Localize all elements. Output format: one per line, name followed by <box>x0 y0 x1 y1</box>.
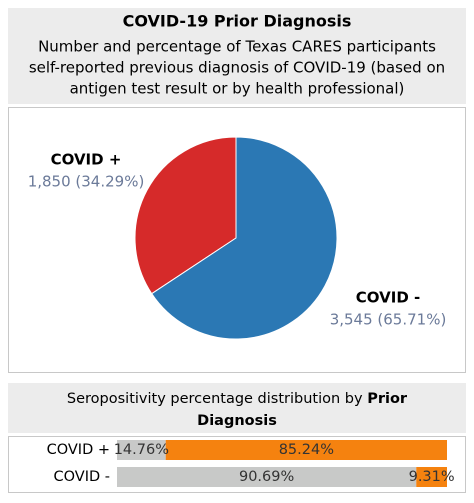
bar-segment <box>117 467 417 487</box>
slice-value-label: 3,545 (65.71%) <box>330 311 447 329</box>
bar-title-bold: Diagnosis <box>197 413 277 429</box>
bar-value-label: 85.24% <box>279 442 334 458</box>
bar-value-label: 90.69% <box>239 469 294 485</box>
y-tick-label: COVID + <box>47 442 110 458</box>
slice-category: COVID + <box>51 151 122 169</box>
subtitle-line: Number and percentage of Texas CARES par… <box>38 38 436 56</box>
bar-title: Seropositivity percentage distribution b… <box>67 391 408 407</box>
pie-slice <box>151 136 338 340</box>
bar-segment <box>117 440 166 460</box>
subtitle-line: self-reported previous diagnosis of COVI… <box>29 59 445 77</box>
bar-value-label: 14.76% <box>114 442 169 458</box>
slice-category: COVID - <box>356 289 420 307</box>
pie-title: COVID-19 Prior Diagnosis <box>123 12 352 31</box>
bar-value-label: 9.31% <box>409 469 455 485</box>
y-tick-label: COVID - <box>54 469 111 485</box>
bar-segment <box>165 440 447 460</box>
bar-title-bold: Prior <box>367 391 408 407</box>
bar-segment <box>416 467 447 487</box>
bar-header-panel <box>8 383 466 433</box>
slice-value-label: 1,850 (34.29%) <box>28 173 145 191</box>
bar-title-text: Seropositivity percentage distribution b… <box>67 391 363 407</box>
header-panel <box>8 8 466 104</box>
subtitle-line: antigen test result or by health profess… <box>70 80 405 98</box>
